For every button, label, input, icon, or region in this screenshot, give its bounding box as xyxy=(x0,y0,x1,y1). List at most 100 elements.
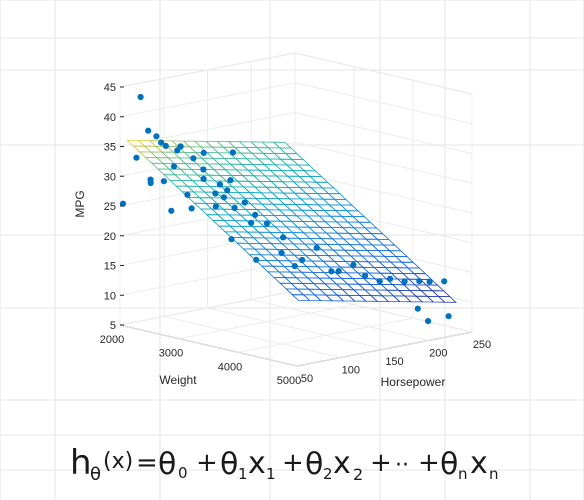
data-point xyxy=(212,203,219,210)
gridline xyxy=(294,52,473,95)
gridline xyxy=(119,290,296,326)
formula-x1: x xyxy=(248,446,266,481)
surface-cell xyxy=(437,296,457,303)
formula-x2-subscript: 2 xyxy=(353,465,363,484)
data-point xyxy=(376,278,383,285)
gridline xyxy=(251,299,429,341)
gridline xyxy=(294,141,473,184)
axes-gridlines xyxy=(119,52,473,367)
data-point xyxy=(220,194,227,201)
data-point xyxy=(263,220,270,227)
formula-argument: (x) xyxy=(103,449,133,474)
data-point xyxy=(414,305,421,312)
z-tick-label: 35 xyxy=(104,142,116,154)
formula-theta2: θ xyxy=(305,447,323,482)
data-point xyxy=(212,190,219,197)
data-point xyxy=(401,278,408,285)
data-point xyxy=(426,278,433,285)
formula-plus-2: + xyxy=(282,448,304,478)
formula-plus-4: + xyxy=(418,448,440,478)
data-point xyxy=(313,244,320,251)
data-point xyxy=(278,249,285,257)
data-point xyxy=(224,187,231,194)
data-point xyxy=(328,268,335,275)
data-point xyxy=(160,178,167,185)
data-points xyxy=(119,93,452,325)
data-point xyxy=(386,275,394,282)
formula-plus-3: + xyxy=(370,448,392,478)
gridline xyxy=(207,307,385,350)
data-point xyxy=(162,142,169,149)
data-point xyxy=(229,149,236,156)
formula-equals: = xyxy=(136,448,158,478)
data-point xyxy=(252,211,259,218)
z-tick-label: 15 xyxy=(104,261,116,273)
gridline xyxy=(294,82,473,125)
data-point xyxy=(170,163,178,170)
mpg-3d-regression-chart: 5 10 15 20 25 30 35 40 45 2000 3000 4000 5000 50 100 15… xyxy=(73,52,491,389)
data-point xyxy=(335,268,342,275)
formula-ellipsis: ·· xyxy=(395,453,409,478)
data-point xyxy=(299,256,306,264)
gridline xyxy=(163,316,341,358)
formula-theta1: θ xyxy=(220,447,238,482)
formula-theta0: θ xyxy=(158,447,176,482)
data-point xyxy=(248,219,255,226)
z-tick-label: 25 xyxy=(104,201,116,213)
z-axis-label: MPG xyxy=(73,190,87,217)
data-point xyxy=(137,93,144,101)
formula-theta0-subscript: 0 xyxy=(178,464,188,482)
data-point xyxy=(227,177,234,184)
data-point xyxy=(416,278,423,285)
y-tick-label: 50 xyxy=(301,373,313,385)
data-point xyxy=(190,155,197,162)
gridline xyxy=(119,324,298,367)
data-point xyxy=(231,204,238,211)
data-point xyxy=(445,313,452,320)
data-point xyxy=(177,143,184,150)
gridline xyxy=(178,304,355,340)
y-tick-label: 150 xyxy=(385,356,403,368)
data-point xyxy=(158,139,165,146)
data-point xyxy=(153,133,160,140)
x-tick-label: 3000 xyxy=(159,348,183,360)
formula-xn-subscript: n xyxy=(489,465,499,483)
z-tick-label: 5 xyxy=(110,320,116,332)
formula-h-subscript: θ xyxy=(90,464,101,485)
formula-thetan-subscript: n xyxy=(458,465,468,483)
data-point xyxy=(200,149,207,156)
data-point xyxy=(350,261,357,268)
x-tick-label: 5000 xyxy=(277,375,301,387)
formula-thetan: θ xyxy=(440,447,458,482)
y-tick-label: 100 xyxy=(342,365,360,377)
x-axis-label: Weight xyxy=(159,373,197,387)
formula-h: h xyxy=(70,443,92,483)
z-tick-label: 45 xyxy=(104,82,116,94)
data-point xyxy=(168,207,175,214)
z-tick-label: 40 xyxy=(104,112,116,124)
data-point xyxy=(200,175,207,182)
z-tick-label: 10 xyxy=(104,290,116,302)
data-point xyxy=(362,272,369,279)
data-point xyxy=(253,256,260,263)
regression-surface xyxy=(126,139,457,303)
data-point xyxy=(280,234,287,241)
gridline xyxy=(296,331,473,367)
z-tick-label: 30 xyxy=(104,171,116,183)
formula-x1-subscript: 1 xyxy=(266,465,276,483)
data-point xyxy=(291,263,298,270)
data-point xyxy=(241,199,248,206)
y-axis-label: Horsepower xyxy=(381,375,446,389)
data-point xyxy=(425,318,432,325)
data-point xyxy=(145,127,152,134)
gridline xyxy=(294,171,473,214)
axis-ticks: 5 10 15 20 25 30 35 40 45 2000 3000 4000 5000 50 100 15… xyxy=(100,82,491,387)
formula-xn: x xyxy=(470,446,488,481)
z-tick-label: 20 xyxy=(104,231,116,243)
data-point xyxy=(441,278,448,285)
y-tick-label: 200 xyxy=(429,348,447,360)
data-point xyxy=(184,191,191,198)
data-point xyxy=(119,200,127,207)
data-point xyxy=(133,154,140,161)
x-tick-label: 4000 xyxy=(218,361,242,373)
